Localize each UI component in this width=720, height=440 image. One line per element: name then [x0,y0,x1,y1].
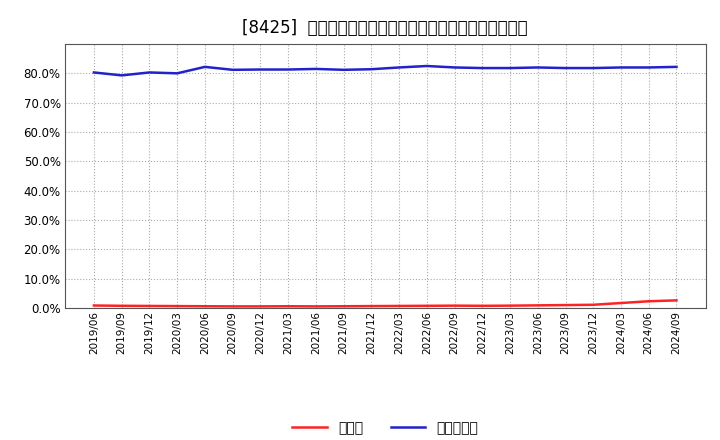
現預金 [478,303,487,308]
現預金 [312,304,320,309]
現預金 [505,303,514,308]
有利子負債 [145,70,154,75]
有利子負債 [173,71,181,76]
有利子負債 [644,65,653,70]
現預金 [201,304,210,309]
有利子負債 [201,64,210,70]
現預金 [284,304,292,309]
Line: 現預金: 現預金 [94,301,677,306]
有利子負債 [423,63,431,69]
現預金 [450,303,459,308]
現預金 [256,304,265,309]
Title: [8425]  現預金、有利子負債の総資産に対する比率の推移: [8425] 現預金、有利子負債の総資産に対する比率の推移 [243,19,528,37]
有利子負債 [367,66,376,72]
現預金 [423,303,431,308]
有利子負債 [312,66,320,72]
有利子負債 [505,66,514,71]
現預金 [339,304,348,309]
現預金 [672,298,681,303]
現預金 [117,303,126,308]
現預金 [173,304,181,309]
Line: 有利子負債: 有利子負債 [94,66,677,75]
有利子負債 [284,67,292,72]
現預金 [589,302,598,308]
現預金 [228,304,237,309]
有利子負債 [589,66,598,71]
Legend: 現預金, 有利子負債: 現預金, 有利子負債 [287,415,484,440]
有利子負債 [256,67,265,72]
有利子負債 [228,67,237,73]
現預金 [644,299,653,304]
有利子負債 [395,65,403,70]
現預金 [145,303,154,308]
現預金 [534,303,542,308]
現預金 [89,303,98,308]
現預金 [561,302,570,308]
有利子負債 [89,70,98,75]
有利子負債 [117,73,126,78]
有利子負債 [534,65,542,70]
有利子負債 [450,65,459,70]
有利子負債 [616,65,625,70]
有利子負債 [561,66,570,71]
現預金 [616,301,625,306]
現預金 [395,303,403,308]
有利子負債 [339,67,348,73]
有利子負債 [478,66,487,71]
現預金 [367,304,376,309]
有利子負債 [672,64,681,70]
